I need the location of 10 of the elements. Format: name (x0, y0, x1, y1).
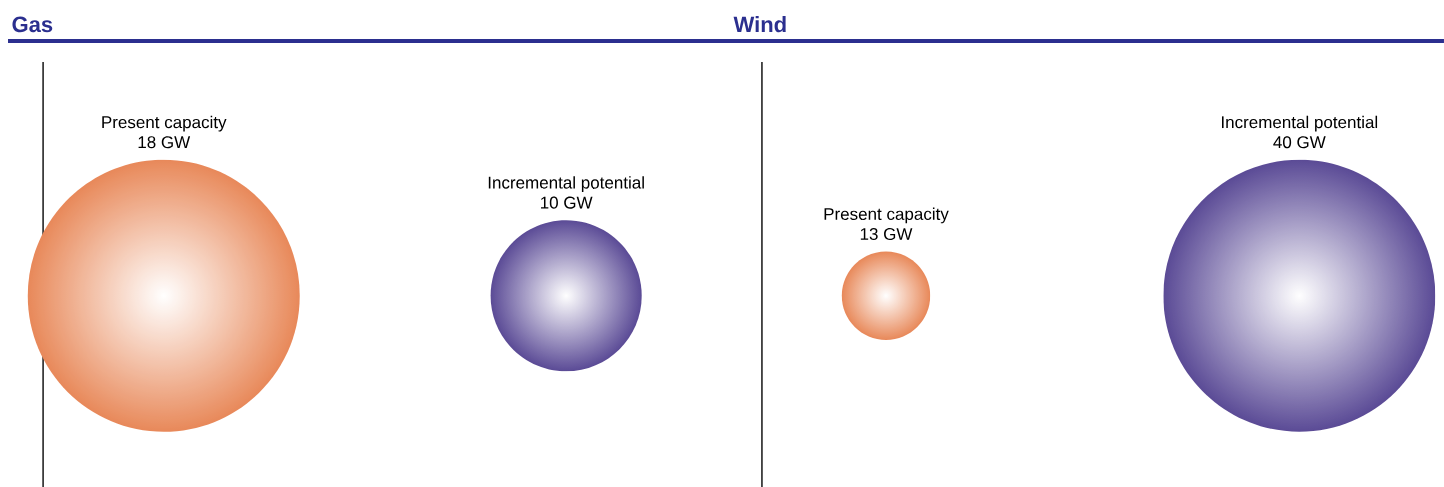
data-label: 10 GW (541, 196, 593, 209)
text: Gas (12, 16, 53, 33)
text: Wind (733, 16, 786, 33)
category-label: Present capacity (824, 207, 949, 224)
data-label: 40 GW (1273, 136, 1326, 149)
data-label: 13 GW (860, 227, 913, 241)
category-label: Incremental potential (1221, 115, 1378, 132)
data-label: 18 GW (138, 136, 191, 149)
category-label: Incremental potential (488, 176, 644, 193)
category-label: Present capacity (102, 115, 227, 132)
